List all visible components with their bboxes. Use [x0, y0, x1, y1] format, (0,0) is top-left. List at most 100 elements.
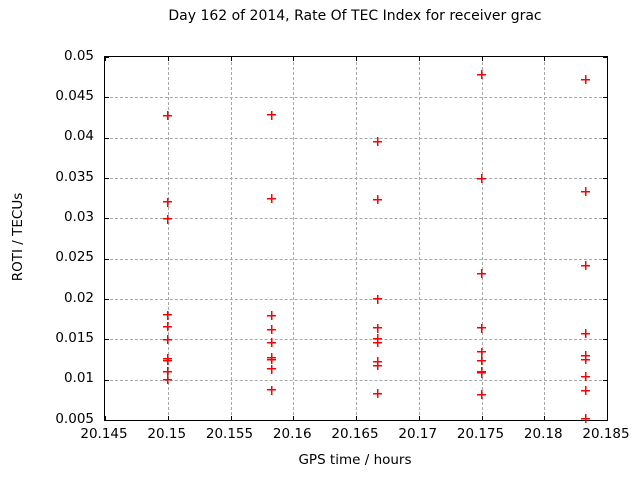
x-tick-top	[167, 57, 169, 61]
y-tick-left	[105, 97, 109, 99]
data-point-marker	[581, 261, 591, 271]
x-tick-top	[230, 57, 232, 61]
data-point-marker	[581, 75, 591, 85]
x-tick-top	[607, 57, 608, 61]
y-tick-label: 0.015	[55, 329, 94, 346]
y-tick-label: 0.03	[63, 208, 94, 225]
y-tick-left	[105, 57, 109, 58]
x-tick-top	[544, 57, 546, 61]
y-tick-left	[105, 137, 109, 139]
x-tick-label: 20.145	[80, 426, 128, 442]
y-tick-right	[603, 299, 607, 300]
x-tick-bottom	[167, 416, 169, 420]
x-tick-top	[105, 57, 106, 61]
data-point-marker	[163, 321, 173, 331]
y-tick-left	[105, 420, 109, 421]
y-tick-right	[603, 379, 607, 381]
x-tick-bottom	[230, 416, 232, 420]
data-point-marker	[372, 338, 382, 348]
h-gridline	[105, 379, 607, 381]
data-point-marker	[477, 323, 486, 333]
data-point-marker	[477, 368, 486, 378]
x-tick-label: 20.17	[398, 426, 438, 442]
y-tick-left	[105, 218, 109, 220]
v-gridline	[230, 57, 232, 420]
data-point-marker	[267, 194, 277, 204]
data-point-marker	[267, 355, 277, 364]
data-point-marker	[267, 325, 277, 335]
data-point-marker	[267, 311, 277, 321]
y-tick-right	[603, 258, 607, 260]
h-gridline	[105, 339, 607, 341]
data-point-marker	[477, 269, 486, 279]
data-point-marker	[163, 334, 173, 344]
data-point-marker	[163, 310, 173, 320]
data-point-marker	[267, 364, 277, 374]
x-tick-bottom	[607, 416, 608, 420]
v-gridline	[418, 57, 420, 420]
h-gridline	[105, 178, 607, 179]
data-point-marker	[477, 70, 486, 80]
h-gridline	[105, 218, 607, 220]
data-point-marker	[163, 214, 173, 224]
data-point-marker	[581, 371, 591, 381]
y-tick-left	[105, 379, 109, 381]
data-point-marker	[581, 355, 591, 364]
h-gridline	[105, 258, 607, 260]
data-point-marker	[477, 390, 486, 400]
y-tick-right	[603, 57, 607, 58]
y-tick-label: 0.045	[55, 87, 94, 104]
y-tick-right	[603, 97, 607, 99]
h-gridline	[105, 137, 607, 139]
data-point-marker	[372, 195, 382, 205]
v-gridline	[356, 57, 357, 420]
y-tick-label: 0.01	[63, 370, 94, 387]
x-tick-label: 20.155	[205, 426, 254, 442]
x-tick-label: 20.18	[523, 426, 563, 442]
data-point-marker	[267, 338, 277, 348]
y-tick-left	[105, 339, 109, 341]
y-tick-label: 0.04	[63, 128, 94, 145]
data-point-marker	[267, 110, 277, 120]
y-tick-right	[603, 339, 607, 341]
data-point-marker	[581, 413, 591, 423]
data-point-marker	[163, 367, 173, 377]
data-point-marker	[267, 385, 277, 395]
data-point-marker	[372, 137, 382, 147]
y-tick-left	[105, 258, 109, 260]
y-tick-right	[603, 178, 607, 179]
data-point-marker	[477, 174, 486, 184]
data-point-marker	[477, 355, 486, 365]
data-point-marker	[581, 386, 591, 396]
x-tick-bottom	[293, 416, 295, 420]
x-tick-label: 20.16	[272, 426, 312, 442]
x-tick-bottom	[544, 416, 546, 420]
y-tick-right	[603, 218, 607, 220]
x-tick-top	[481, 57, 483, 61]
y-tick-left	[105, 299, 109, 300]
x-tick-bottom	[481, 416, 483, 420]
x-tick-label: 20.15	[147, 426, 187, 442]
data-point-marker	[163, 355, 173, 365]
data-point-marker	[581, 329, 591, 339]
y-tick-right	[603, 420, 607, 421]
y-tick-right	[603, 137, 607, 139]
chart-title: Day 162 of 2014, Rate Of TEC Index for r…	[168, 8, 542, 24]
data-point-marker	[163, 111, 173, 121]
y-tick-label: 0.05	[63, 47, 94, 64]
data-point-marker	[372, 388, 382, 398]
v-gridline	[293, 57, 295, 420]
data-point-marker	[372, 361, 382, 371]
data-point-marker	[477, 347, 486, 357]
y-tick-left	[105, 178, 109, 179]
x-tick-top	[418, 57, 420, 61]
data-point-marker	[372, 294, 382, 304]
data-point-marker	[372, 323, 382, 333]
y-tick-label: 0.035	[55, 168, 94, 185]
y-tick-label: 0.005	[55, 410, 94, 427]
v-gridline	[481, 57, 483, 420]
x-tick-top	[293, 57, 295, 61]
x-tick-label: 20.165	[331, 426, 379, 442]
h-gridline	[105, 299, 607, 300]
x-tick-label: 20.175	[456, 426, 505, 442]
